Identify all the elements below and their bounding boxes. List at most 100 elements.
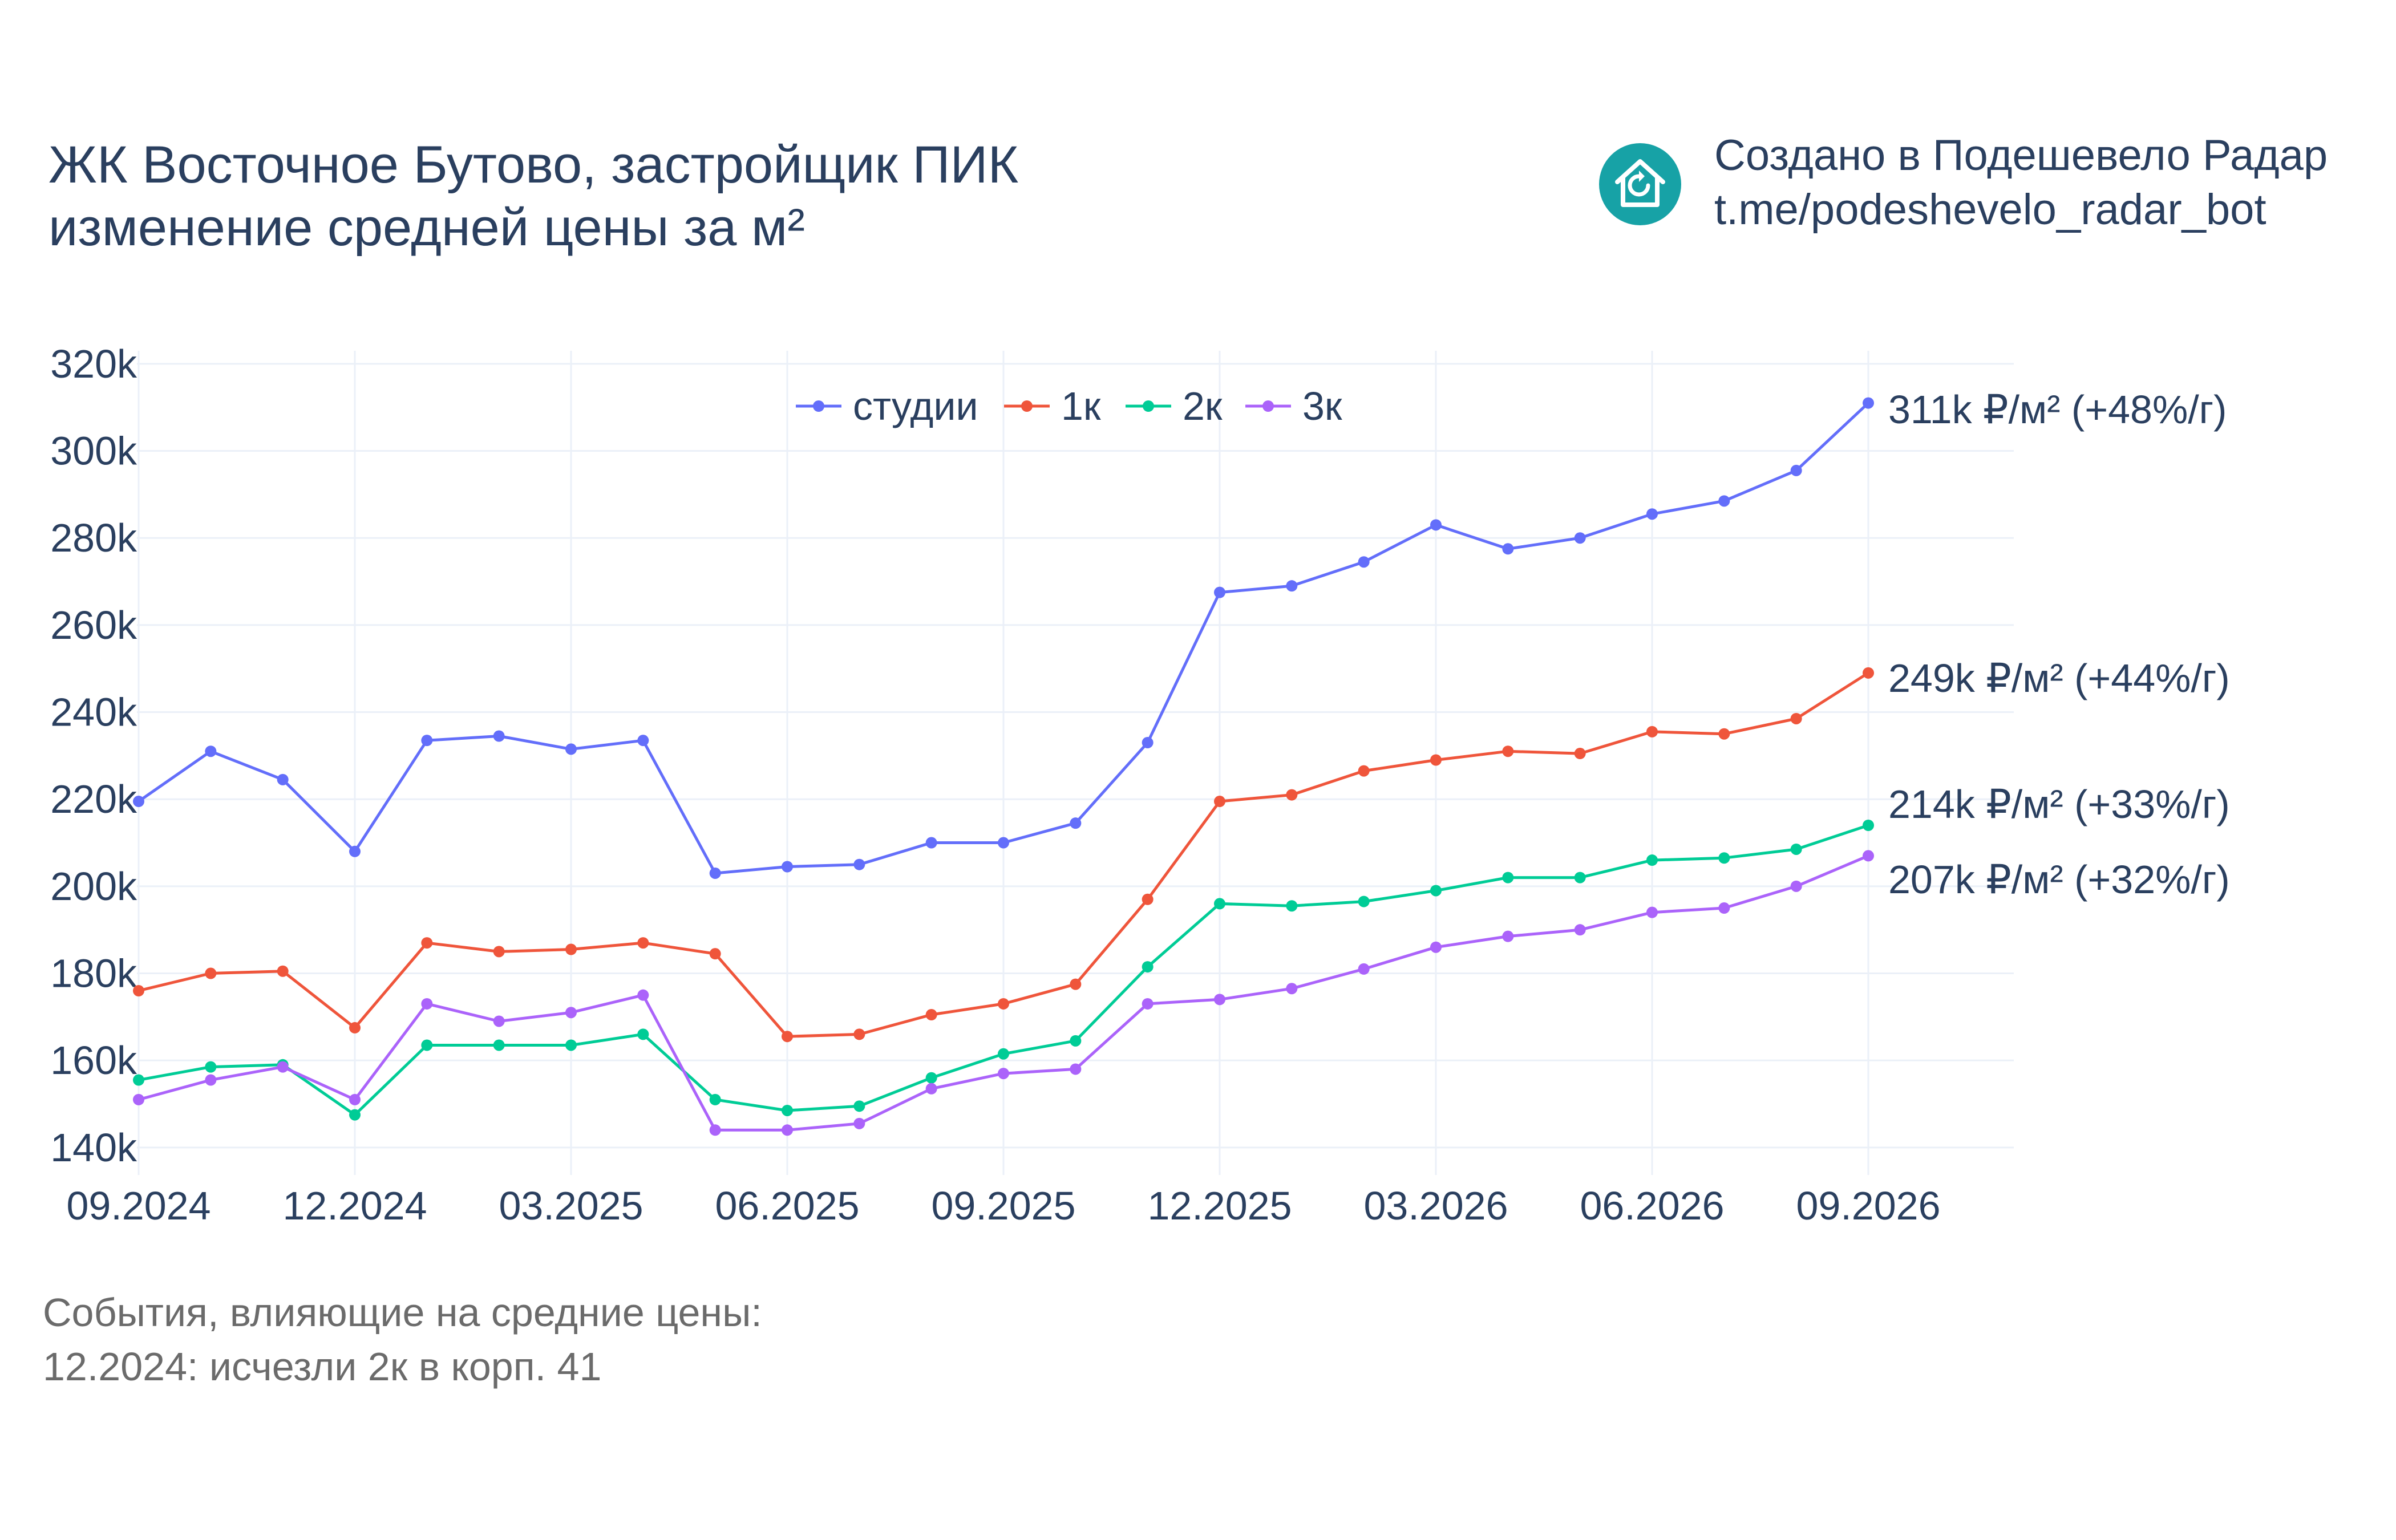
- data-point: [349, 1109, 361, 1121]
- events-note-item: 12.2024: исчезли 2к в корп. 41: [43, 1344, 601, 1389]
- data-point: [349, 1022, 361, 1034]
- data-point: [709, 1124, 721, 1136]
- end-label: 311k ₽/м² (+48%/г): [1888, 387, 2227, 432]
- legend-item[interactable]: 1к: [1004, 384, 1101, 428]
- data-point: [1358, 963, 1370, 975]
- series-3: [133, 819, 1874, 1121]
- data-point: [853, 1117, 865, 1129]
- data-point: [421, 998, 433, 1010]
- data-point: [349, 1093, 361, 1105]
- data-point: [1574, 872, 1586, 884]
- data-point: [925, 1072, 937, 1084]
- data-point: [565, 943, 577, 955]
- y-tick-label: 240k: [50, 690, 137, 735]
- legend-swatch-marker: [1143, 400, 1154, 412]
- data-point: [1214, 796, 1225, 808]
- data-point: [1430, 885, 1442, 897]
- data-point: [1790, 880, 1802, 892]
- data-point: [1070, 1063, 1082, 1075]
- data-point: [1574, 924, 1586, 936]
- data-point: [565, 1039, 577, 1051]
- y-tick-label: 260k: [50, 603, 137, 647]
- data-point: [133, 796, 144, 808]
- data-point: [637, 1028, 649, 1040]
- data-point: [421, 1039, 433, 1051]
- legend-swatch-marker: [813, 400, 824, 412]
- data-point: [998, 1048, 1009, 1060]
- data-point: [998, 837, 1009, 849]
- data-point: [1214, 898, 1225, 910]
- data-point: [782, 1031, 793, 1043]
- data-point: [133, 985, 144, 997]
- data-point: [1358, 895, 1370, 907]
- series-4: [133, 850, 1874, 1136]
- data-point: [1502, 543, 1514, 555]
- data-point: [565, 1007, 577, 1019]
- end-labels: 311k ₽/м² (+48%/г) 249k ₽/м² (+44%/г) 214k…: [1888, 387, 2230, 902]
- chart-title-line-2: изменение средней цены за м²: [48, 198, 805, 257]
- data-point: [637, 735, 649, 747]
- data-point: [1646, 854, 1658, 866]
- data-point: [1574, 532, 1586, 544]
- x-tick-label: 12.2024: [282, 1184, 427, 1228]
- legend-item[interactable]: 3к: [1245, 384, 1342, 428]
- data-point: [205, 1074, 217, 1086]
- data-point: [709, 867, 721, 879]
- x-tick-label: 06.2025: [715, 1184, 859, 1228]
- data-point: [1718, 728, 1730, 740]
- events-note-heading: События, влияющие на средние цены:: [43, 1290, 762, 1335]
- y-tick-label: 220k: [50, 777, 137, 821]
- data-point: [1070, 817, 1082, 829]
- legend-swatch-marker: [1262, 400, 1274, 412]
- credit-line-2[interactable]: t.me/podeshevelo_radar_bot: [1714, 185, 2267, 234]
- data-point: [925, 837, 937, 849]
- legend-item[interactable]: 2к: [1126, 384, 1223, 428]
- data-point: [493, 946, 505, 958]
- y-tick-label: 280k: [50, 516, 137, 560]
- x-tick-label: 09.2026: [1796, 1184, 1940, 1228]
- data-point: [1358, 556, 1370, 568]
- data-point: [853, 858, 865, 870]
- series-2: [133, 667, 1874, 1043]
- x-tick-label: 09.2024: [66, 1184, 211, 1228]
- data-point: [1790, 464, 1802, 476]
- data-point: [1863, 397, 1874, 409]
- data-point: [133, 1074, 144, 1086]
- logo-circle: [1599, 143, 1681, 225]
- data-point: [1286, 900, 1298, 912]
- data-point: [1646, 906, 1658, 918]
- data-point: [1718, 495, 1730, 507]
- data-point: [1863, 819, 1874, 831]
- data-point: [277, 773, 289, 785]
- data-point: [1502, 745, 1514, 757]
- data-point: [205, 745, 217, 757]
- series: [133, 397, 1874, 1136]
- data-point: [1286, 580, 1298, 592]
- legend-swatch-marker: [1021, 400, 1033, 412]
- legend-item[interactable]: студии: [796, 384, 978, 428]
- y-tick-label: 180k: [50, 951, 137, 996]
- legend[interactable]: студии 1к 2к 3к: [796, 384, 1342, 428]
- credit-block[interactable]: Создано в Подешевело Радар t.me/podeshev…: [1599, 131, 2328, 234]
- y-tick-label: 200k: [50, 864, 137, 909]
- y-tick-label: 140k: [50, 1125, 137, 1170]
- data-point: [709, 1093, 721, 1105]
- legend-label: 2к: [1183, 384, 1223, 428]
- house-refresh-icon: [1599, 143, 1681, 225]
- data-point: [925, 1083, 937, 1095]
- data-point: [421, 735, 433, 747]
- x-tick-label: 06.2026: [1580, 1184, 1724, 1228]
- y-tick-label: 300k: [50, 429, 137, 473]
- grid: [137, 351, 2014, 1175]
- y-tick-label: 160k: [50, 1038, 137, 1083]
- y-tick-label: 320k: [50, 342, 137, 386]
- legend-label: 1к: [1061, 384, 1101, 428]
- data-point: [1286, 789, 1298, 801]
- data-point: [1790, 712, 1802, 724]
- data-point: [637, 937, 649, 949]
- data-point: [853, 1028, 865, 1040]
- data-point: [565, 743, 577, 755]
- data-point: [1646, 726, 1658, 737]
- legend-label: студии: [853, 384, 978, 428]
